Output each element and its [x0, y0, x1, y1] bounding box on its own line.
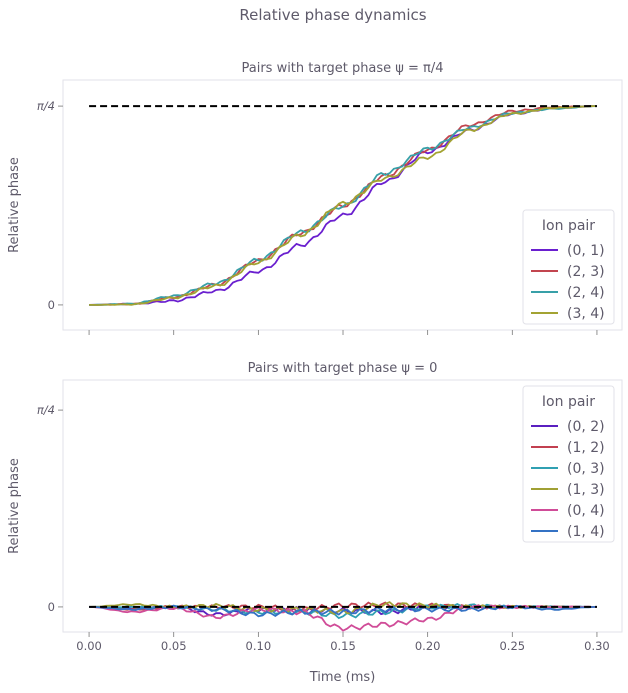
- y-tick-label: π/4: [37, 99, 55, 113]
- figure-title: Relative phase dynamics: [239, 6, 426, 24]
- series-line-3-4: [89, 105, 597, 306]
- x-tick-label: 0.10: [246, 639, 272, 653]
- legend-title: Ion pair: [542, 218, 595, 234]
- legend-title: Ion pair: [542, 394, 595, 410]
- legend-label: (0, 1): [567, 243, 605, 259]
- x-axis-label: Time (ms): [309, 670, 376, 685]
- x-tick-label: 0.25: [499, 639, 525, 653]
- y-tick-label: π/4: [37, 403, 55, 417]
- legend-label: (2, 3): [567, 264, 605, 280]
- y-tick-label: 0: [48, 298, 55, 312]
- x-tick-label: 0.05: [161, 639, 187, 653]
- x-tick-label: 0.30: [584, 639, 610, 653]
- y-axis-label: Relative phase: [7, 458, 22, 554]
- series-line-1-3: [89, 601, 597, 616]
- legend-label: (0, 3): [567, 461, 605, 477]
- legend-label: (1, 4): [567, 524, 605, 540]
- axes-title: Pairs with target phase ψ = 0: [248, 361, 438, 376]
- y-tick-label: 0: [48, 600, 55, 614]
- legend-label: (0, 4): [567, 503, 605, 519]
- top-axes: Pairs with target phase ψ = π/4 Relative …: [7, 61, 623, 335]
- legend-label: (0, 2): [567, 419, 605, 435]
- legend: Ion pair (0, 1) (2, 3) (2, 4) (3, 4): [522, 209, 615, 325]
- axes-title: Pairs with target phase ψ = π/4: [241, 61, 443, 76]
- legend-label: (2, 4): [567, 285, 605, 301]
- legend: Ion pair (0, 2) (1, 2) (0, 3) (1, 3) (0, 4) (1…: [522, 385, 615, 543]
- legend-box: [522, 209, 615, 325]
- legend-label: (1, 3): [567, 482, 605, 498]
- y-axis-label: Relative phase: [7, 157, 22, 253]
- x-tick-label: 0.15: [330, 639, 356, 653]
- bottom-axes: Pairs with target phase ψ = 0 Relative ph…: [7, 361, 623, 685]
- legend-label: (3, 4): [567, 306, 605, 322]
- x-tick-label: 0.00: [76, 639, 102, 653]
- legend-label: (1, 2): [567, 440, 605, 456]
- series-line-2-4: [89, 105, 597, 306]
- x-tick-label: 0.20: [415, 639, 441, 653]
